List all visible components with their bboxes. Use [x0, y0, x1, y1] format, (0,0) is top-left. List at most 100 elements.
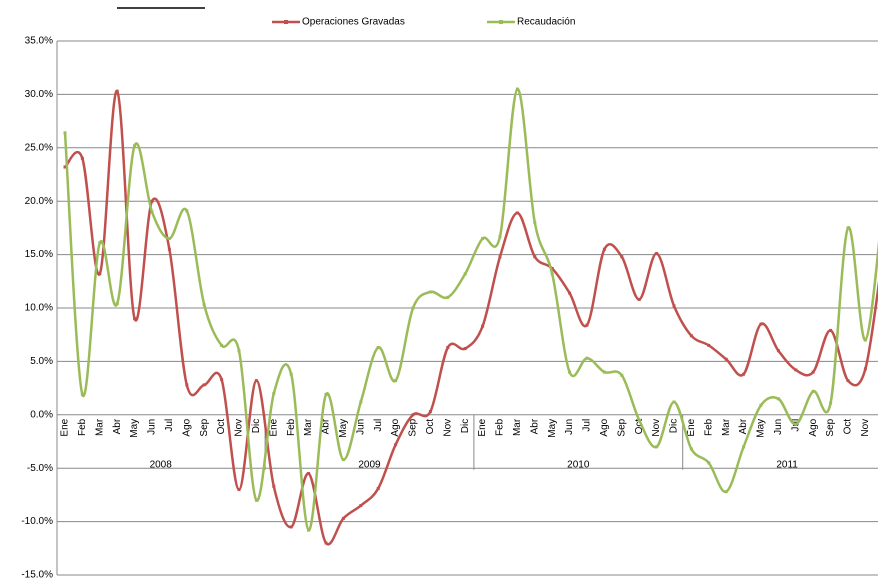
- point: [237, 488, 241, 492]
- point: [307, 472, 311, 476]
- point: [620, 373, 624, 377]
- x-tick-label: Ene: [686, 418, 697, 436]
- x-tick-label: Sep: [199, 418, 210, 436]
- point: [394, 443, 398, 447]
- x-tick-label: Jun: [355, 419, 366, 435]
- point: [742, 372, 746, 376]
- x-tick-label: Mar: [94, 418, 105, 436]
- point: [115, 89, 119, 93]
- point: [863, 367, 867, 371]
- x-tick-label: Ago: [599, 418, 610, 436]
- point: [63, 131, 67, 135]
- point: [829, 401, 833, 405]
- y-tick-label: 15.0%: [25, 249, 53, 260]
- x-tick-label: Sep: [616, 418, 627, 436]
- x-tick-label: Jul: [582, 419, 593, 432]
- point: [515, 87, 519, 91]
- series-line: [64, 89, 878, 546]
- year-label: 2011: [776, 459, 798, 470]
- point: [411, 306, 415, 310]
- point: [759, 322, 763, 326]
- x-tick-label: Feb: [286, 418, 297, 436]
- plot: [63, 87, 878, 546]
- point: [550, 266, 554, 270]
- point: [394, 379, 398, 383]
- point: [863, 338, 867, 342]
- point: [759, 403, 763, 407]
- x-tick-label: Mar: [721, 418, 732, 436]
- point: [185, 209, 189, 213]
- x-tick-label: May: [756, 419, 767, 438]
- point: [202, 303, 206, 307]
- year-label: 2008: [150, 459, 173, 470]
- x-tick-label: Jun: [147, 419, 158, 435]
- x-tick-label: May: [338, 419, 349, 438]
- point: [481, 237, 485, 241]
- x-tick-label: Nov: [860, 419, 871, 437]
- point: [724, 357, 728, 361]
- year-label: 2009: [358, 459, 381, 470]
- point: [742, 445, 746, 449]
- x-axis: Ene Feb Mar Abr May Jun Jul Ago Sep Oct Nov Dic Ene F…: [60, 414, 871, 470]
- point: [533, 221, 537, 225]
- point: [776, 397, 780, 401]
- point: [150, 199, 154, 203]
- y-tick-label: 0.0%: [30, 409, 53, 420]
- point: [376, 346, 380, 350]
- x-tick-label: Abr: [529, 418, 540, 434]
- series-line: [63, 87, 878, 532]
- y-tick-label: -10.0%: [21, 516, 53, 527]
- point: [167, 237, 171, 241]
- x-tick-label: Mar: [303, 418, 314, 436]
- x-tick-label: Jul: [164, 419, 175, 432]
- point: [428, 410, 432, 414]
- x-tick-label: Sep: [825, 418, 836, 436]
- point: [359, 400, 363, 404]
- x-tick-label: Ago: [181, 418, 192, 436]
- x-tick-label: Oct: [634, 419, 645, 435]
- x-tick-label: Oct: [843, 419, 854, 435]
- point: [463, 347, 467, 351]
- y-tick-label: 25.0%: [25, 142, 53, 153]
- point: [220, 378, 224, 382]
- x-tick-label: Feb: [703, 418, 714, 436]
- point: [289, 525, 293, 529]
- y-tick-label: 10.0%: [25, 303, 53, 314]
- point: [498, 234, 502, 238]
- x-tick-label: Abr: [321, 418, 332, 434]
- point: [689, 334, 693, 338]
- x-tick-label: Nov: [234, 419, 245, 437]
- point: [794, 368, 798, 372]
- y-tick-label: -5.0%: [27, 463, 53, 474]
- x-tick-label: Jun: [564, 419, 575, 435]
- x-tick-label: May: [547, 419, 558, 438]
- point: [568, 291, 572, 295]
- point: [133, 144, 137, 148]
- point: [307, 528, 311, 532]
- point: [602, 247, 606, 251]
- y-tick-label: 20.0%: [25, 196, 53, 207]
- x-tick-label: Nov: [651, 419, 662, 437]
- x-tick-label: Jul: [373, 419, 384, 432]
- point: [167, 247, 171, 251]
- x-tick-label: Dic: [460, 419, 471, 433]
- x-tick-label: Ago: [808, 418, 819, 436]
- point: [533, 255, 537, 259]
- year-label: 2010: [567, 459, 590, 470]
- y-tick-label: 30.0%: [25, 89, 53, 100]
- y-tick-label: -15.0%: [21, 570, 53, 581]
- x-tick-label: Ene: [60, 418, 71, 436]
- point: [602, 370, 606, 374]
- point: [220, 343, 224, 347]
- point: [637, 297, 641, 301]
- x-tick-label: Ago: [390, 418, 401, 436]
- point: [254, 498, 258, 502]
- x-tick-label: Sep: [408, 418, 419, 436]
- point: [794, 422, 798, 426]
- point: [115, 302, 119, 306]
- point: [689, 447, 693, 451]
- legend-label: Operaciones Gravadas: [302, 17, 405, 28]
- point: [341, 458, 345, 462]
- point: [655, 252, 659, 256]
- point: [724, 490, 728, 494]
